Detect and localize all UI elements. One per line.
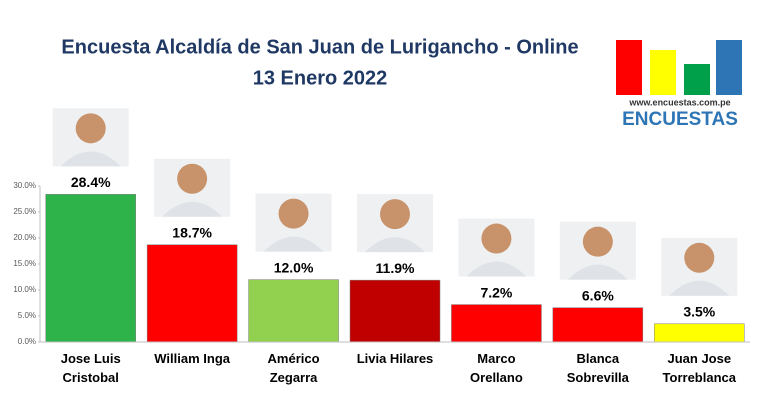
y-tick-label: 15.0% bbox=[13, 259, 36, 268]
logo-bar bbox=[650, 50, 676, 95]
y-tick-label: 20.0% bbox=[13, 233, 36, 242]
value-label: 12.0% bbox=[274, 259, 314, 275]
x-tick-label: Juan Jose Torreblanca bbox=[662, 351, 736, 385]
candidate-head bbox=[684, 242, 715, 273]
x-tick-label: Blanca Sobrevilla bbox=[566, 351, 629, 385]
y-tick-label: 30.0% bbox=[13, 181, 36, 190]
x-tick-label: Américo Zegarra bbox=[267, 351, 320, 385]
logo-name: ENCUESTAS bbox=[622, 109, 738, 130]
bar bbox=[451, 304, 542, 343]
x-tick-label: Jose Luis Cristobal bbox=[60, 351, 121, 385]
bar bbox=[248, 279, 339, 343]
y-tick-label: 10.0% bbox=[13, 285, 36, 294]
bar bbox=[349, 279, 441, 343]
value-label: 3.5% bbox=[683, 304, 715, 320]
candidate-head bbox=[177, 163, 208, 194]
logo-url: www.encuestas.com.pe bbox=[628, 97, 730, 107]
value-label: 28.4% bbox=[71, 174, 111, 190]
chart-title: Encuesta Alcaldía de San Juan de Lurigan… bbox=[61, 36, 578, 58]
logo-bar bbox=[684, 64, 710, 95]
candidate-body bbox=[466, 261, 527, 277]
bar bbox=[552, 307, 644, 343]
candidate-body bbox=[567, 264, 628, 280]
bar bbox=[654, 323, 745, 343]
candidate-body bbox=[263, 236, 324, 252]
y-tick-label: 25.0% bbox=[13, 207, 36, 216]
value-label: 11.9% bbox=[376, 260, 415, 276]
candidate-body bbox=[162, 201, 223, 217]
candidate-head bbox=[75, 113, 106, 144]
candidate-body bbox=[669, 280, 730, 296]
candidate-body bbox=[60, 151, 121, 167]
x-tick-label: Marco Orellano bbox=[470, 351, 523, 385]
logo: www.encuestas.com.pe ENCUESTAS bbox=[616, 40, 742, 130]
value-label: 7.2% bbox=[480, 284, 512, 300]
candidate-head bbox=[481, 223, 512, 254]
candidate-head bbox=[278, 198, 309, 229]
candidate-head bbox=[380, 199, 410, 230]
value-label: 18.7% bbox=[172, 224, 212, 240]
logo-bar bbox=[716, 40, 742, 95]
chart-subtitle: 13 Enero 2022 bbox=[253, 67, 388, 89]
candidate-head bbox=[582, 226, 613, 257]
candidate-body bbox=[365, 237, 425, 253]
bar bbox=[146, 244, 238, 343]
y-tick-label: 5.0% bbox=[18, 311, 36, 320]
logo-bar bbox=[616, 40, 642, 95]
x-tick-label: Livia Hilares bbox=[356, 351, 434, 366]
y-tick-label: 0.0% bbox=[18, 337, 36, 346]
value-label: 6.6% bbox=[582, 287, 614, 303]
bar bbox=[45, 194, 136, 343]
x-tick-label: William Inga bbox=[154, 351, 230, 366]
